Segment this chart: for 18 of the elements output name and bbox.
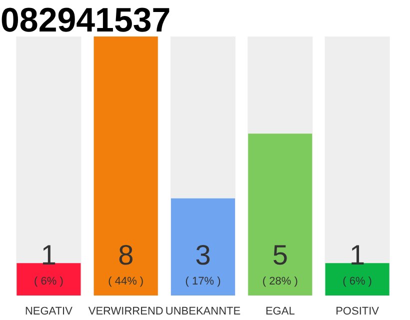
data-label: 5 xyxy=(272,239,288,270)
x-tick-label: EGAL xyxy=(265,306,295,318)
x-tick-label: UNBEKANNTE xyxy=(165,306,241,318)
chart-title: 082941537 xyxy=(0,2,171,40)
x-tick-label: POSITIV xyxy=(336,306,380,318)
data-label: 1 xyxy=(350,239,366,270)
data-label: 1 xyxy=(40,239,56,270)
x-tick-label: NEGATIV xyxy=(24,306,74,318)
annotation: ( 17% ) xyxy=(185,276,221,288)
data-label: 8 xyxy=(118,239,134,270)
annotation: ( 28% ) xyxy=(262,276,298,288)
annotation: ( 6% ) xyxy=(34,276,64,288)
data-label: 3 xyxy=(195,239,211,270)
annotation: ( 6% ) xyxy=(342,276,372,288)
bar xyxy=(16,263,81,296)
bar xyxy=(325,263,390,296)
annotation: ( 44% ) xyxy=(108,276,144,288)
x-tick-label: VERWIRREND xyxy=(88,306,164,318)
